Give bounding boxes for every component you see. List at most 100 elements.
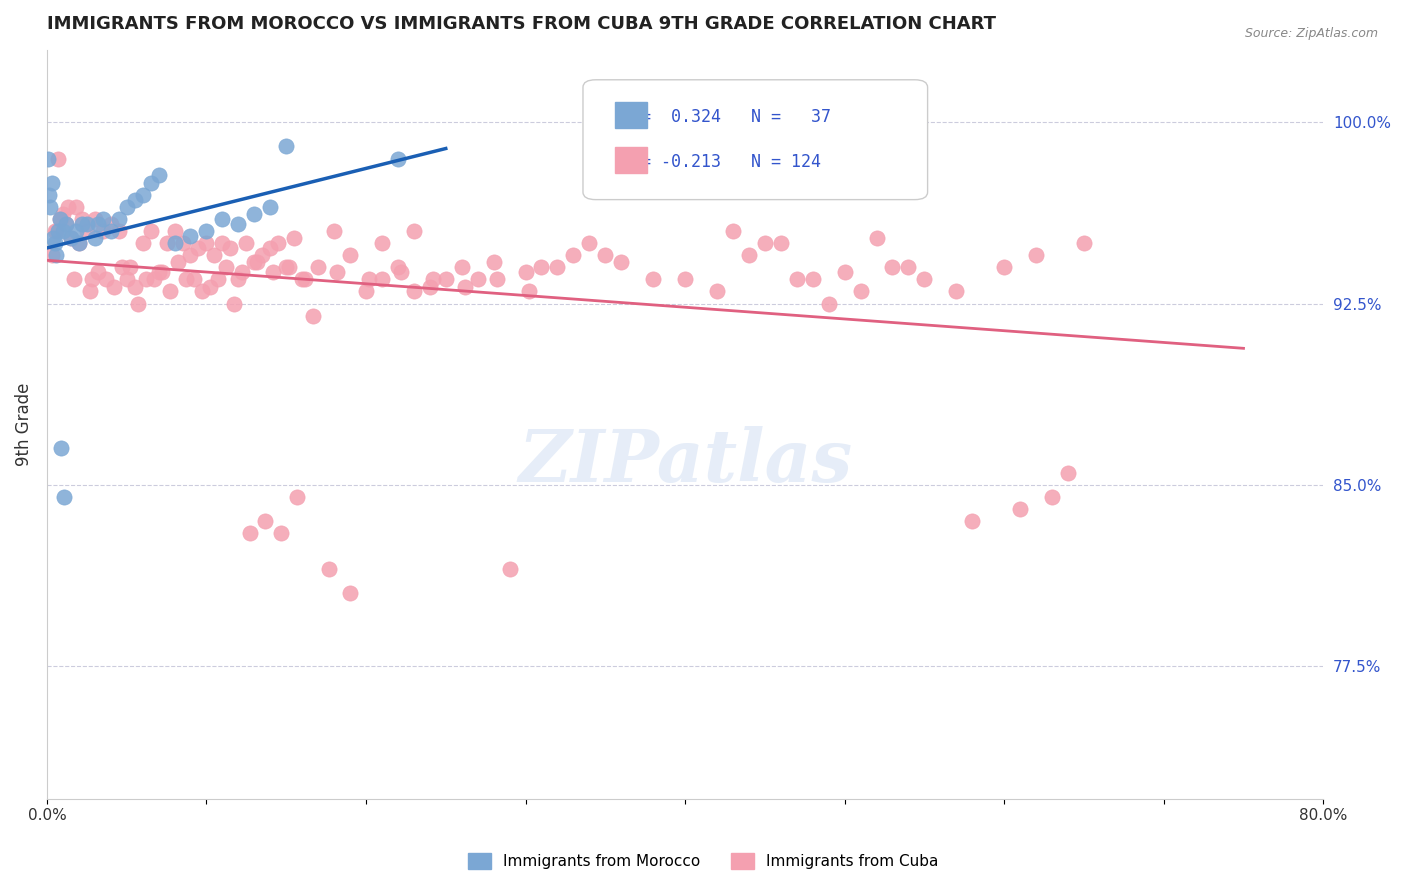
Point: [326, 265, 349, 279]
Point: [270, 526, 292, 541]
Point: [174, 272, 197, 286]
Point: [578, 236, 600, 251]
Point: [769, 236, 792, 251]
Point: [48, 211, 70, 226]
Point: [124, 279, 146, 293]
Point: [131, 236, 153, 251]
Point: [450, 260, 472, 275]
Point: [45, 248, 67, 262]
Point: [721, 224, 744, 238]
Point: [202, 248, 225, 262]
Point: [912, 272, 935, 286]
Bar: [614, 103, 647, 128]
Point: [51, 442, 73, 456]
Point: [354, 285, 377, 299]
Point: [41, 176, 63, 190]
Point: [67, 236, 90, 251]
Point: [706, 285, 728, 299]
Point: [87, 265, 110, 279]
Point: [339, 248, 361, 262]
Point: [283, 231, 305, 245]
Point: [148, 169, 170, 183]
Point: [595, 248, 617, 262]
FancyBboxPatch shape: [583, 79, 928, 200]
Point: [46, 152, 69, 166]
Y-axis label: 9th Grade: 9th Grade: [15, 383, 32, 466]
Point: [46, 224, 69, 238]
Point: [65, 200, 87, 214]
Point: [159, 285, 181, 299]
Point: [882, 260, 904, 275]
Point: [231, 265, 253, 279]
Point: [243, 255, 266, 269]
Point: [118, 260, 141, 275]
Point: [80, 272, 103, 286]
Point: [100, 217, 122, 231]
Point: [211, 211, 233, 226]
Text: R = -0.213   N = 124: R = -0.213 N = 124: [621, 153, 821, 171]
Point: [562, 248, 585, 262]
Point: [179, 228, 201, 243]
Text: Source: ZipAtlas.com: Source: ZipAtlas.com: [1244, 27, 1378, 40]
Point: [219, 241, 242, 255]
Point: [467, 272, 489, 286]
Point: [359, 272, 381, 286]
Point: [402, 285, 425, 299]
Point: [55, 217, 77, 231]
Point: [276, 139, 298, 153]
Point: [834, 265, 856, 279]
Point: [51, 211, 73, 226]
Point: [643, 272, 665, 286]
Point: [339, 586, 361, 600]
Point: [228, 217, 250, 231]
Point: [67, 236, 90, 251]
Point: [993, 260, 1015, 275]
Point: [65, 224, 87, 238]
Point: [94, 272, 117, 286]
Point: [945, 285, 967, 299]
Point: [172, 236, 194, 251]
Point: [849, 285, 872, 299]
Point: [148, 265, 170, 279]
Point: [371, 236, 394, 251]
Point: [318, 562, 340, 576]
Point: [238, 526, 260, 541]
Point: [228, 272, 250, 286]
Point: [243, 207, 266, 221]
Point: [498, 562, 520, 576]
Point: [45, 224, 67, 238]
Point: [142, 272, 165, 286]
Point: [817, 296, 839, 310]
Point: [252, 248, 274, 262]
Point: [39, 200, 62, 214]
Text: R =  0.324   N =   37: R = 0.324 N = 37: [621, 108, 831, 127]
Point: [135, 272, 157, 286]
Point: [70, 217, 93, 231]
Point: [59, 231, 82, 245]
Point: [41, 248, 63, 262]
Point: [1040, 490, 1063, 504]
Point: [103, 279, 125, 293]
Point: [323, 224, 346, 238]
Point: [485, 272, 508, 286]
Point: [76, 217, 98, 231]
Point: [278, 260, 301, 275]
Point: [454, 279, 477, 293]
Text: ZIPatlas: ZIPatlas: [517, 426, 852, 497]
Point: [195, 224, 218, 238]
Point: [100, 224, 122, 238]
Point: [107, 211, 129, 226]
Point: [52, 207, 75, 221]
Point: [254, 514, 277, 528]
Point: [83, 211, 105, 226]
Point: [91, 224, 114, 238]
Point: [387, 152, 409, 166]
Point: [246, 255, 269, 269]
Point: [754, 236, 776, 251]
Point: [1057, 466, 1080, 480]
Point: [56, 200, 79, 214]
Point: [786, 272, 808, 286]
Point: [37, 152, 59, 166]
Point: [214, 260, 236, 275]
Point: [59, 231, 82, 245]
